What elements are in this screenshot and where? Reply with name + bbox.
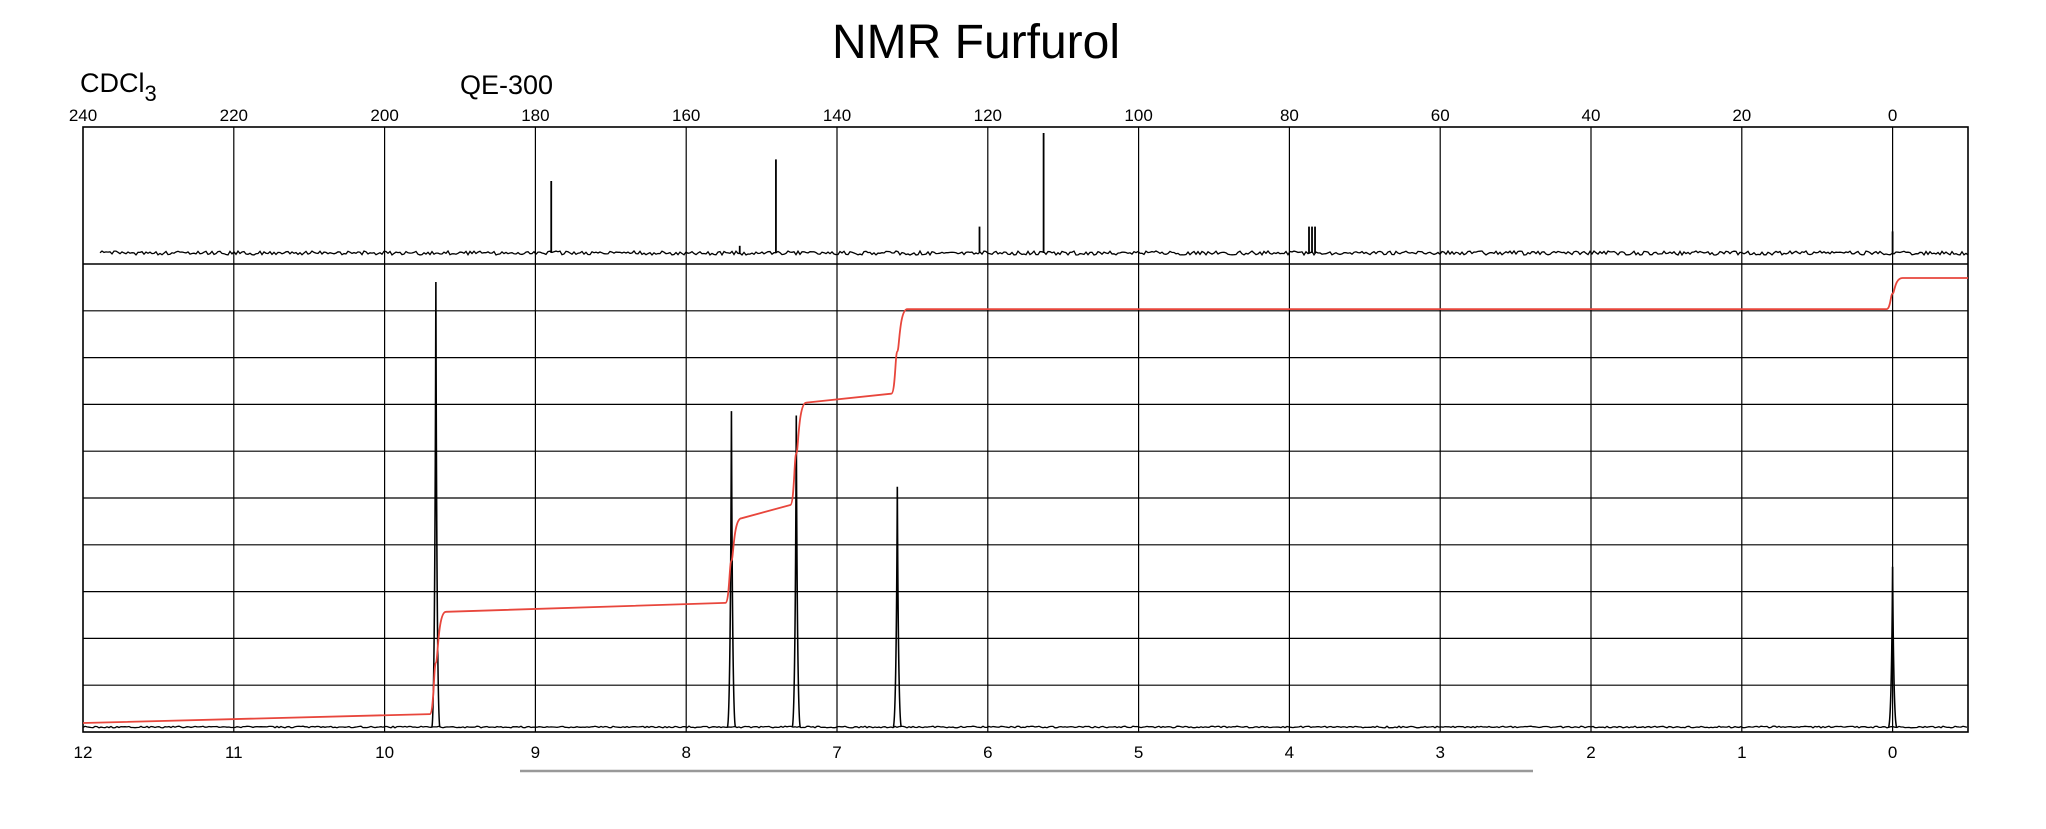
h1-peak <box>791 415 802 728</box>
chart-title: NMR Furfurol <box>832 16 1120 69</box>
h1-tick-label: 2 <box>1586 743 1595 762</box>
solvent-label: CDCl3 <box>80 68 157 106</box>
h1-axis-ticks: 12 11 10 9 8 7 6 5 4 3 2 1 0 <box>74 743 1898 762</box>
h1-tick-label: 7 <box>832 743 841 762</box>
c13-tick-label: 0 <box>1888 106 1897 125</box>
h1-peak <box>1887 566 1898 728</box>
h1-tick-label: 4 <box>1285 743 1294 762</box>
c13-baseline <box>99 249 1969 257</box>
c13-tick-label: 180 <box>521 106 549 125</box>
h1-tick-label: 8 <box>681 743 690 762</box>
h1-tick-label: 1 <box>1737 743 1746 762</box>
h1-peak <box>726 411 737 728</box>
c13-spectrum <box>99 133 1969 257</box>
h1-tick-label: 6 <box>983 743 992 762</box>
solvent-text: CDCl <box>80 68 145 98</box>
integral-curve <box>82 277 1968 724</box>
c13-tick-label: 100 <box>1124 106 1152 125</box>
h1-baseline <box>82 725 1968 729</box>
h1-tick-label: 0 <box>1888 743 1897 762</box>
c13-tick-label: 240 <box>69 106 97 125</box>
c13-tick-label: 120 <box>974 106 1002 125</box>
c13-tick-label: 220 <box>220 106 248 125</box>
c13-tick-label: 20 <box>1732 106 1751 125</box>
h1-tick-label: 3 <box>1435 743 1444 762</box>
c13-tick-label: 80 <box>1280 106 1299 125</box>
h1-tick-label: 9 <box>531 743 540 762</box>
c13-tick-label: 200 <box>370 106 398 125</box>
h1-integral <box>82 277 1968 724</box>
h1-tick-label: 10 <box>375 743 394 762</box>
c13-axis-ticks: 240 220 200 180 160 140 120 100 80 60 40 20 0 <box>69 106 1898 125</box>
h1-spectrum <box>82 281 1968 729</box>
c13-tick-label: 160 <box>672 106 700 125</box>
solvent-subscript: 3 <box>145 81 157 106</box>
c13-tick-label: 140 <box>823 106 851 125</box>
c13-tick-label: 60 <box>1431 106 1450 125</box>
c13-tick-label: 40 <box>1582 106 1601 125</box>
h1-tick-label: 5 <box>1134 743 1143 762</box>
grid <box>82 126 1969 733</box>
instrument-label: QE-300 <box>460 70 553 100</box>
h1-peak <box>892 486 903 728</box>
h1-tick-label: 12 <box>74 743 93 762</box>
plot-frame <box>82 126 1969 733</box>
h1-tick-label: 11 <box>225 743 243 762</box>
